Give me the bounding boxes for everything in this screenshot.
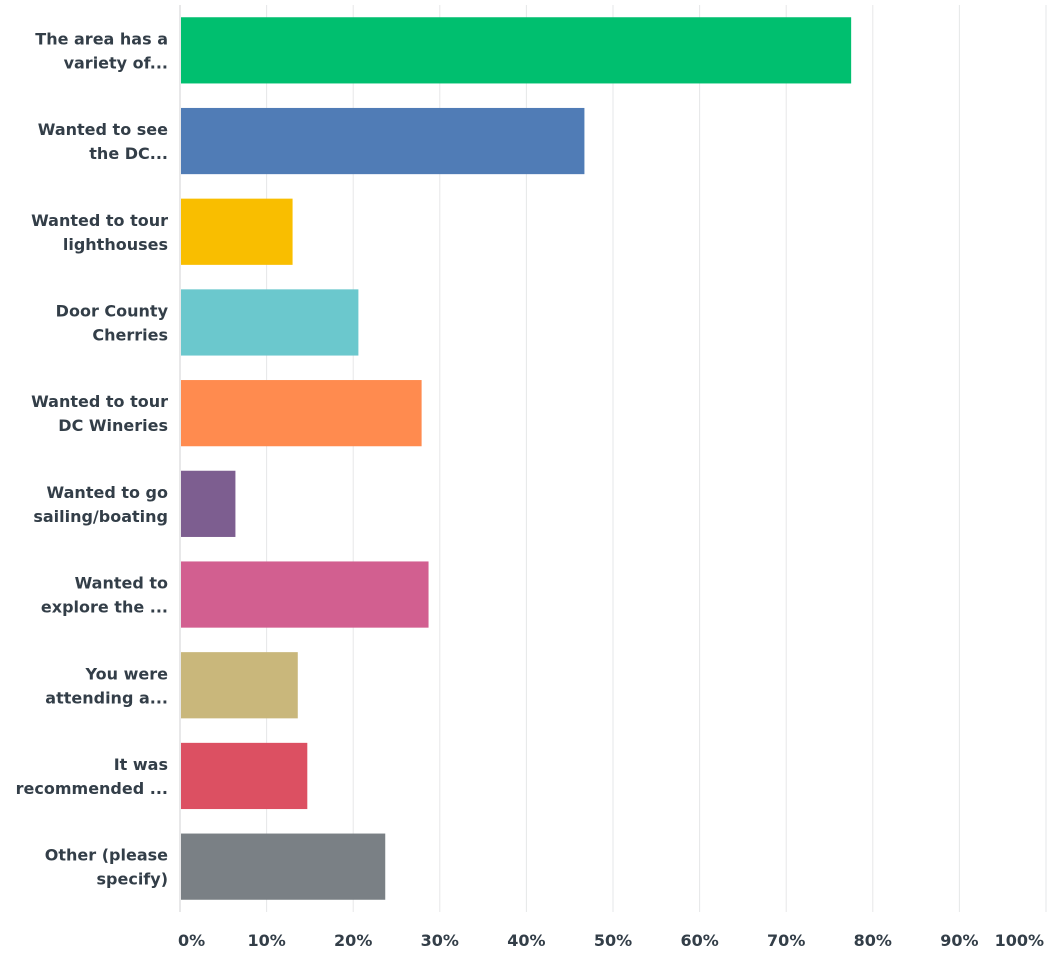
x-tick-label: 50% xyxy=(594,931,632,950)
bar[interactable] xyxy=(181,380,422,447)
bar[interactable] xyxy=(181,561,429,628)
x-tick-label: 30% xyxy=(421,931,459,950)
bar[interactable] xyxy=(181,470,236,537)
category-label: Wanted to see the DC... xyxy=(38,120,168,163)
x-tick-label: 80% xyxy=(854,931,892,950)
bar[interactable] xyxy=(181,833,386,900)
x-tick-label: 90% xyxy=(940,931,978,950)
category-labels: The area has a variety of... Wanted to see… xyxy=(16,29,169,888)
bar[interactable] xyxy=(181,198,293,265)
bar[interactable] xyxy=(181,289,359,356)
x-tick-label: 20% xyxy=(334,931,372,950)
category-label: Wanted to tour DC Wineries xyxy=(31,392,168,435)
x-tick-label: 70% xyxy=(767,931,805,950)
x-tick-label: 0% xyxy=(178,931,205,950)
bar[interactable] xyxy=(181,742,308,810)
x-tick-label: 60% xyxy=(680,931,718,950)
category-label: You were attending a... xyxy=(45,664,168,707)
category-label: Door County Cherries xyxy=(56,301,169,344)
bars xyxy=(181,17,852,900)
category-label: The area has a variety of... xyxy=(35,29,168,72)
x-tick-label: 100% xyxy=(995,931,1044,950)
category-label: Other (please specify) xyxy=(45,846,168,889)
x-tick-label: 10% xyxy=(247,931,285,950)
category-label: It was recommended ... xyxy=(16,755,168,798)
category-label: Wanted to tour lighthouses xyxy=(31,211,168,254)
x-tick-label: 40% xyxy=(507,931,545,950)
bar[interactable] xyxy=(181,652,298,719)
category-label: Wanted to explore the ... xyxy=(41,574,168,617)
bar[interactable] xyxy=(181,107,585,175)
x-tick-labels: 0% 10% 20% 30% 40% 50% 60% 70% 80% 90% 100% xyxy=(178,931,1044,950)
category-label: Wanted to go sailing/boating xyxy=(33,483,168,526)
bar[interactable] xyxy=(181,17,852,84)
